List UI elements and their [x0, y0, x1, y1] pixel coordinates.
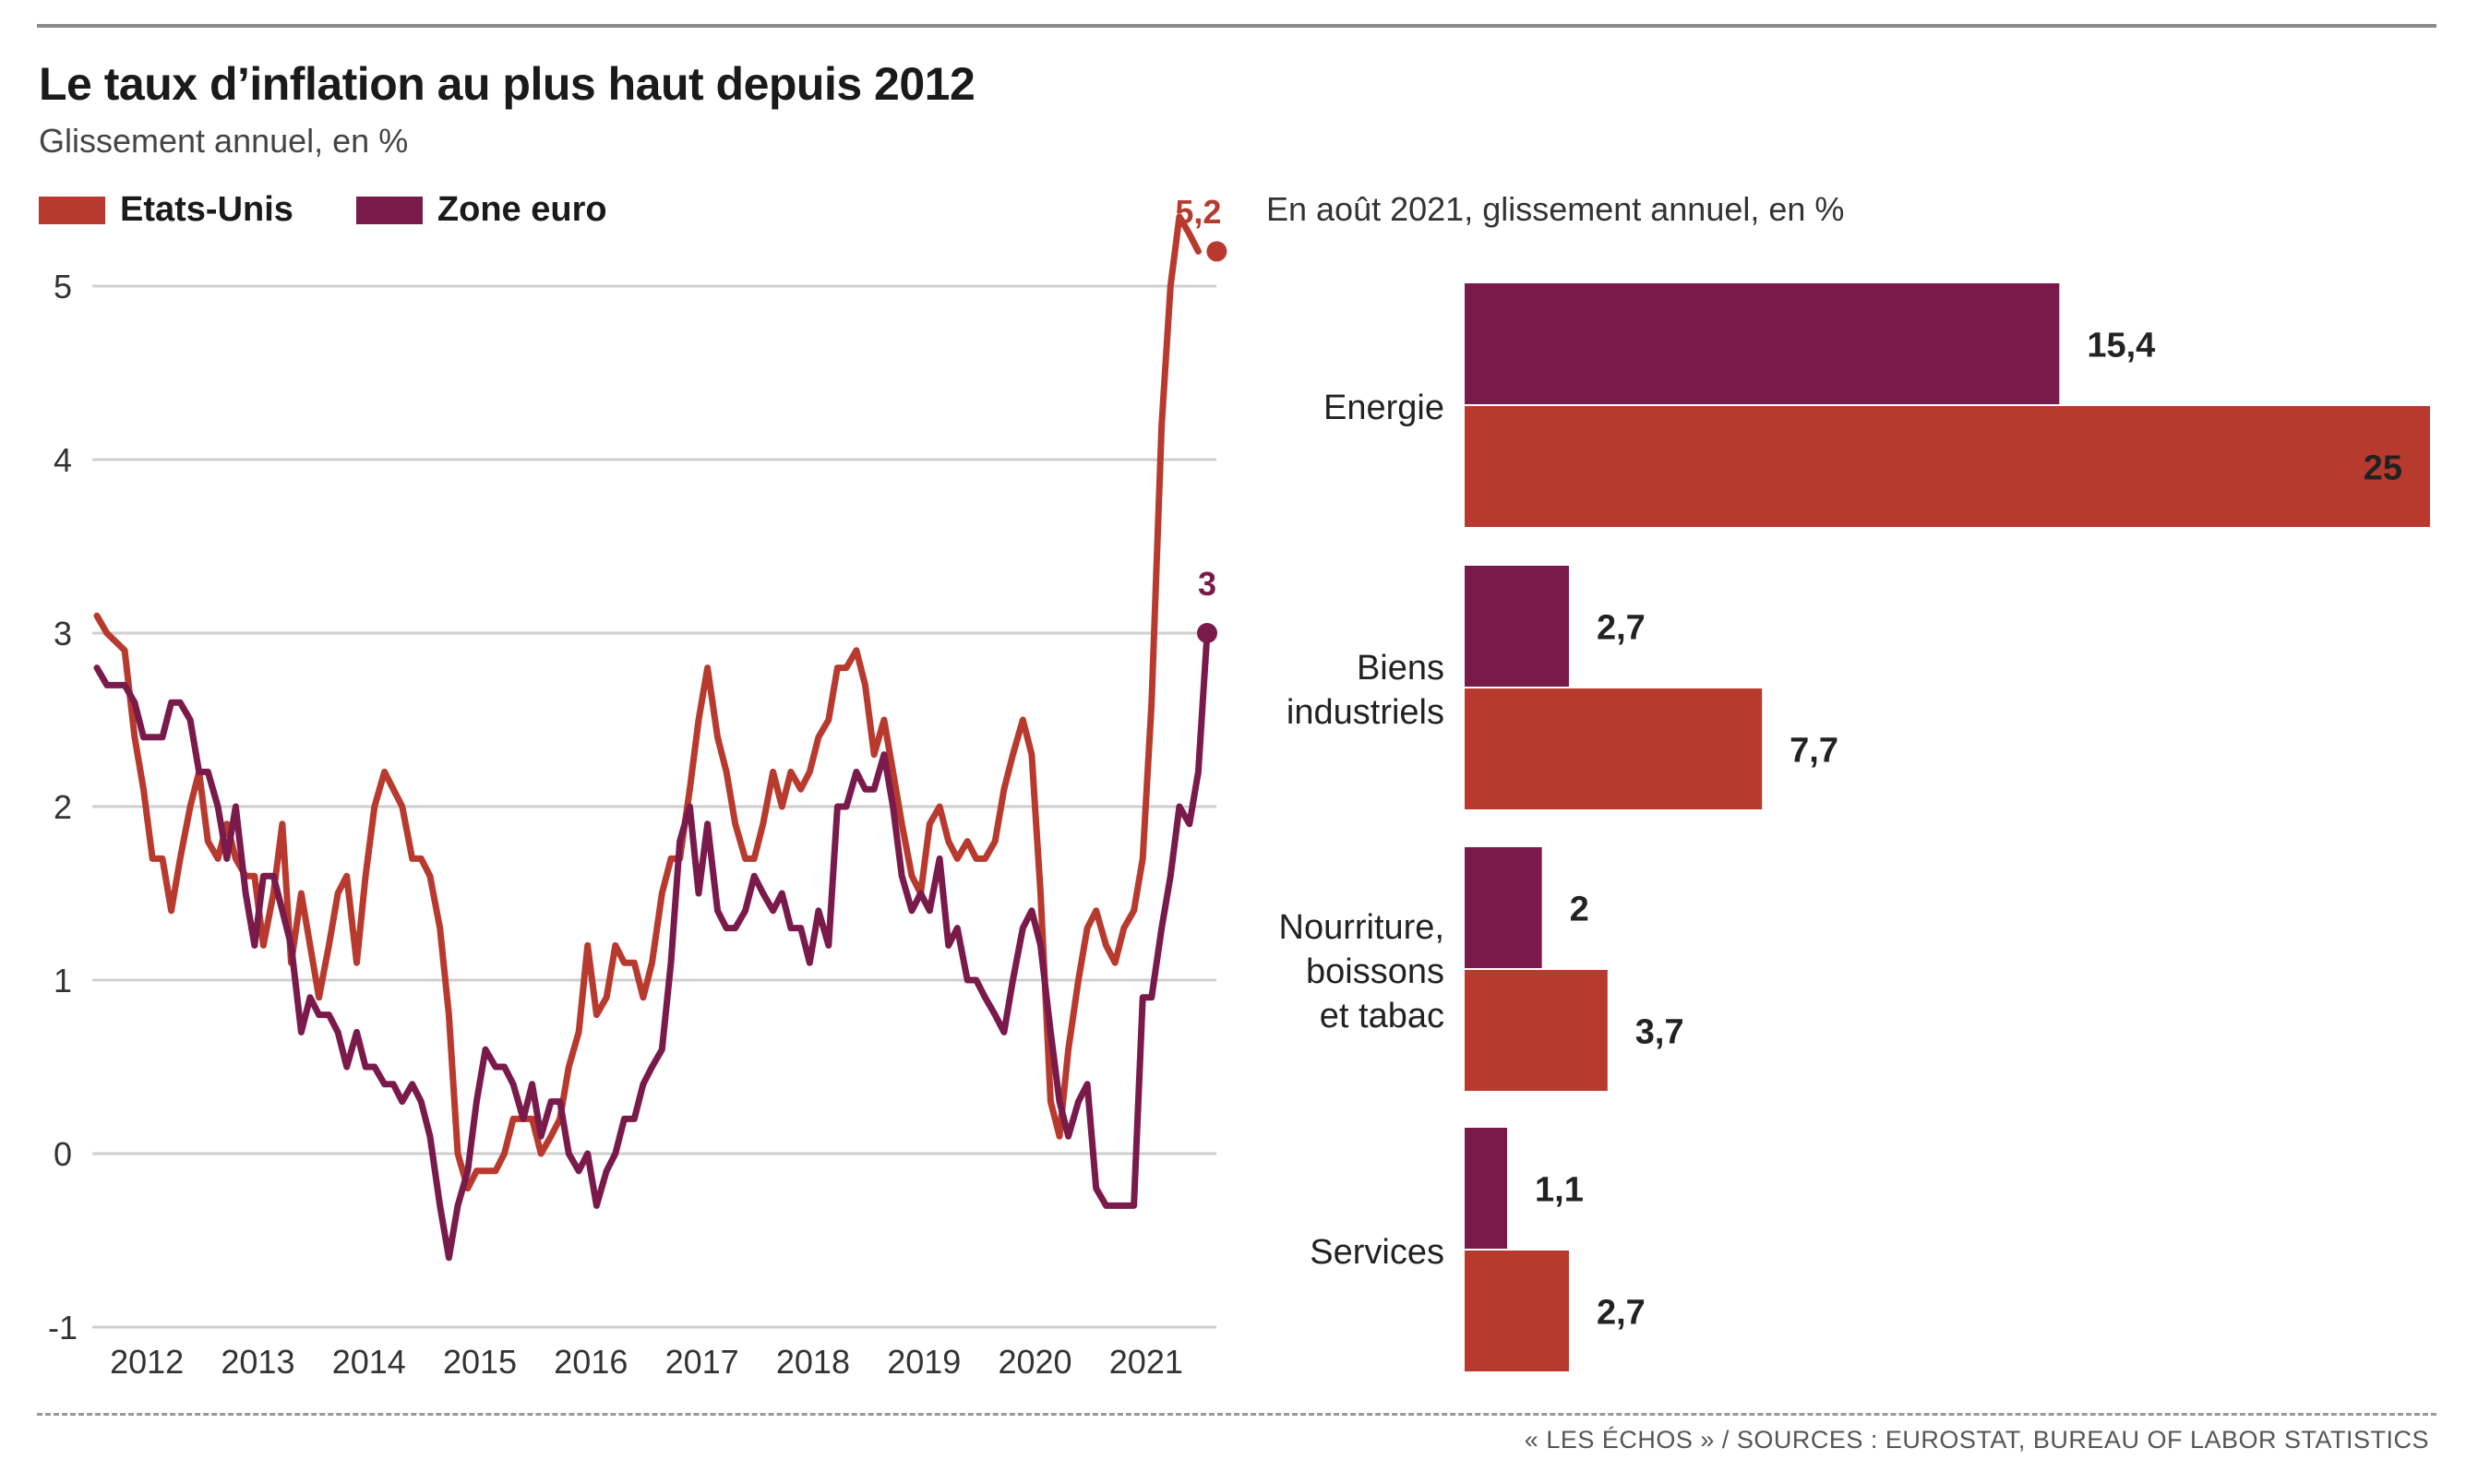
y-tick-label: 5 [54, 268, 72, 305]
legend-swatch-euro [355, 196, 423, 224]
legend-item-euro: Zone euro [355, 190, 607, 230]
bar-value-label: 15,4 [2087, 327, 2155, 365]
bar-category-label: Biens industriels [1287, 649, 1444, 732]
series-end-point-euro [1197, 623, 1217, 643]
bar-category-label-line: Biens [1357, 649, 1444, 688]
x-tick-label: 2013 [221, 1343, 294, 1381]
y-tick-label: 3 [54, 615, 72, 652]
bar-us-0 [1465, 406, 2430, 527]
bar-category-label-line: Services [1310, 1233, 1444, 1272]
x-tick-label: 2016 [554, 1343, 628, 1381]
x-tick-label: 2014 [332, 1343, 406, 1381]
bottom-rule [37, 1413, 2436, 1416]
y-tick-label: -1 [48, 1309, 78, 1346]
bar-category-label-line: Nourriture, [1279, 908, 1445, 947]
series-end-point-us [1206, 241, 1227, 262]
bar-chart-title: En août 2021, glissement annuel, en % [1266, 190, 1845, 228]
legend-item-us: Etats-Unis [39, 190, 293, 230]
y-tick-label: 1 [54, 962, 72, 999]
series-line-us [93, 213, 1202, 1192]
bar-us-1 [1465, 688, 1763, 809]
page-title: Le taux d’inflation au plus haut depuis … [39, 58, 976, 110]
y-tick-label: 4 [54, 441, 72, 479]
bar-value-label: 1,1 [1535, 1171, 1584, 1210]
bar-category-label: Nourriture, boissons et tabac [1279, 908, 1445, 1035]
bar-category-label: Services [1310, 1233, 1444, 1272]
y-tick-label: 2 [54, 788, 72, 826]
series-end-label-euro: 3 [1198, 565, 1216, 603]
bar-value-label: 2,7 [1597, 609, 1646, 648]
x-tick-label: 2015 [443, 1343, 517, 1381]
bar-euro-3 [1465, 1128, 1508, 1249]
legend-label-us: Etats-Unis [120, 190, 293, 229]
legend: Etats-Unis Zone euro [39, 190, 652, 230]
bar-category-label-line: boissons [1306, 952, 1444, 991]
bar-value-label: 3,7 [1635, 1013, 1684, 1052]
bar-category-label: Energie [1323, 389, 1444, 427]
series-line-euro [93, 629, 1211, 1262]
series-end-label-us: 5,2 [1175, 193, 1221, 231]
x-tick-label: 2012 [110, 1343, 184, 1381]
page-subtitle: Glissement annuel, en % [39, 122, 409, 160]
bar-category-label-line: Energie [1323, 389, 1444, 427]
x-tick-label: 2017 [665, 1343, 739, 1381]
bar-value-label: 25 [2364, 449, 2402, 488]
bar-category-label-line: et tabac [1320, 997, 1444, 1035]
top-rule [37, 24, 2436, 28]
x-tick-label: 2019 [887, 1343, 961, 1381]
bar-us-2 [1465, 970, 1608, 1091]
x-tick-label: 2021 [1109, 1343, 1183, 1381]
source-credit: « LES ÉCHOS » / SOURCES : EUROSTAT, BURE… [1524, 1426, 2429, 1454]
bar-euro-2 [1465, 847, 1542, 968]
x-tick-label: 2020 [998, 1343, 1071, 1381]
bar-value-label: 2,7 [1597, 1294, 1646, 1333]
bar-category-label-line: industriels [1287, 693, 1444, 732]
x-tick-label: 2018 [776, 1343, 850, 1381]
bar-us-3 [1465, 1251, 1569, 1371]
bar-value-label: 7,7 [1790, 732, 1838, 771]
legend-label-euro: Zone euro [437, 190, 607, 229]
bar-value-label: 2 [1570, 891, 1589, 929]
y-tick-label: 0 [54, 1135, 72, 1173]
bar-euro-0 [1465, 283, 2060, 404]
bar-euro-1 [1465, 566, 1569, 687]
legend-swatch-us [39, 196, 105, 224]
